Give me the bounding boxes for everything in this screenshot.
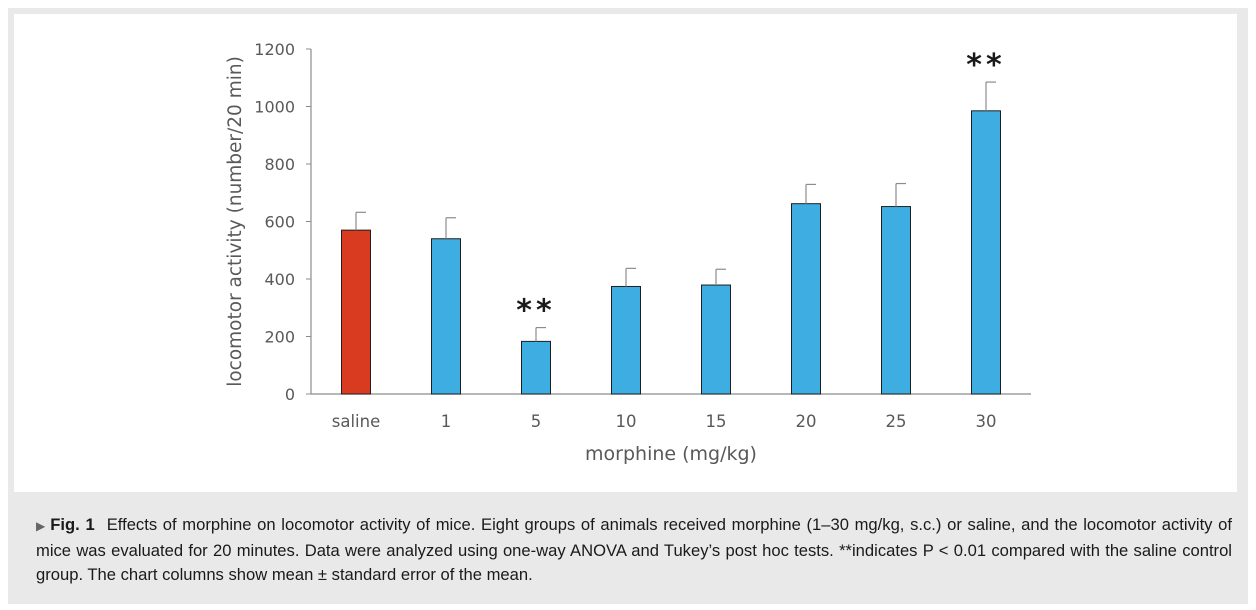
caption-label: Fig. 1 xyxy=(50,515,95,534)
y-tick-label: 200 xyxy=(264,328,295,347)
bar-15 xyxy=(701,284,731,395)
y-tick-label: 600 xyxy=(264,213,295,232)
bar-5 xyxy=(521,340,551,395)
x-tick-label: 5 xyxy=(531,412,542,431)
significance-marker: ** xyxy=(966,48,1005,83)
x-tick-label: 10 xyxy=(616,412,637,431)
x-tick-label: 15 xyxy=(706,412,727,431)
caption-arrow-icon: ▶ xyxy=(36,519,47,533)
y-tick-label: 400 xyxy=(264,270,295,289)
x-axis-title: morphine (mg/kg) xyxy=(585,443,757,465)
y-axis-title: locomotor activity (number/20 min) xyxy=(225,56,246,387)
bar-chart: 0 200 400 600 800 1000 1200 locomotor activity … xyxy=(225,40,1031,465)
bar-25 xyxy=(881,206,911,395)
bar-10 xyxy=(611,285,641,395)
bar-30 xyxy=(971,110,1001,395)
x-tick-label: 25 xyxy=(886,412,907,431)
y-tick-label: 800 xyxy=(264,155,295,174)
bar-saline xyxy=(341,229,371,395)
x-tick-label: 20 xyxy=(796,412,817,431)
x-tick-label: 30 xyxy=(976,412,997,431)
significance-marker: ** xyxy=(516,294,555,329)
x-tick-label: 1 xyxy=(441,412,452,431)
figure-caption: ▶ Fig. 1 Effects of morphine on locomotor … xyxy=(36,513,1232,588)
figure-panel: 0 200 400 600 800 1000 1200 locomotor activity … xyxy=(8,8,1248,604)
y-tick-label: 1200 xyxy=(254,40,295,59)
bar-20 xyxy=(791,203,821,395)
x-tick-label: saline xyxy=(332,412,381,431)
y-tick-label: 0 xyxy=(285,385,295,404)
bar-1 xyxy=(431,238,461,395)
chart-panel: 0 200 400 600 800 1000 1200 locomotor activity … xyxy=(14,14,1237,492)
y-tick-label: 1000 xyxy=(254,98,295,117)
caption-text: Effects of morphine on locomotor activit… xyxy=(36,515,1232,584)
